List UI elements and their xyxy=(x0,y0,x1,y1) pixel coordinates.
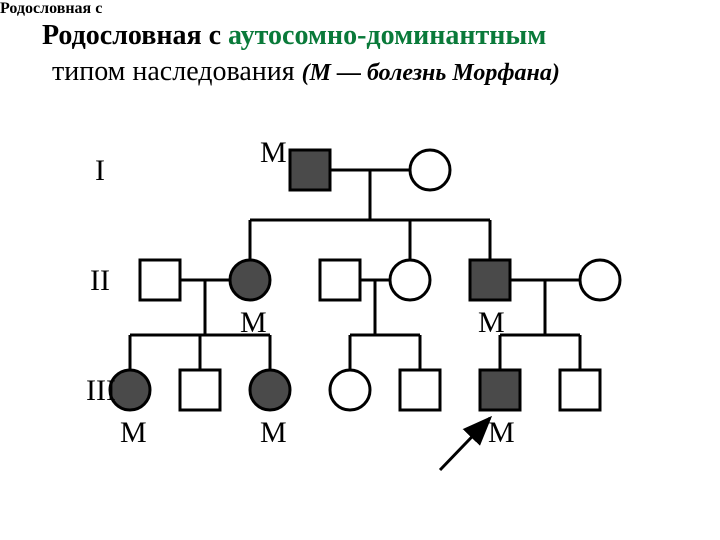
node-I2 xyxy=(410,150,450,190)
node-III3 xyxy=(250,370,290,410)
node-label-II2: M xyxy=(240,306,267,339)
title-line-1: Родословная с аутосомно-доминантным xyxy=(42,20,546,52)
node-II6 xyxy=(580,260,620,300)
node-II2 xyxy=(230,260,270,300)
title-note-text: (М — болезнь Морфана) xyxy=(302,60,560,86)
node-III2 xyxy=(180,370,220,410)
node-label-III1: M xyxy=(120,416,147,449)
node-label-II5: M xyxy=(478,306,505,339)
node-III4 xyxy=(330,370,370,410)
node-III6 xyxy=(480,370,520,410)
proband-arrow xyxy=(440,418,490,470)
title-line2-text: типом наследования xyxy=(52,56,302,87)
node-II4 xyxy=(390,260,430,300)
node-III1 xyxy=(110,370,150,410)
node-II5 xyxy=(470,260,510,300)
node-label-III6: M xyxy=(488,416,515,449)
node-label-I1: M xyxy=(260,136,287,169)
generation-label-1: II xyxy=(90,264,110,297)
node-III5 xyxy=(400,370,440,410)
generation-label-2: III xyxy=(86,374,116,407)
title-prefix-text: Родословная с xyxy=(42,20,228,51)
node-I1 xyxy=(290,150,330,190)
generation-label-0: I xyxy=(95,154,105,187)
node-II1 xyxy=(140,260,180,300)
title-line-2: типом наследования (М — болезнь Морфана) xyxy=(52,56,560,88)
node-II3 xyxy=(320,260,360,300)
node-label-III3: M xyxy=(260,416,287,449)
title-highlight-text: аутосомно-доминантным xyxy=(228,20,546,51)
node-III7 xyxy=(560,370,600,410)
